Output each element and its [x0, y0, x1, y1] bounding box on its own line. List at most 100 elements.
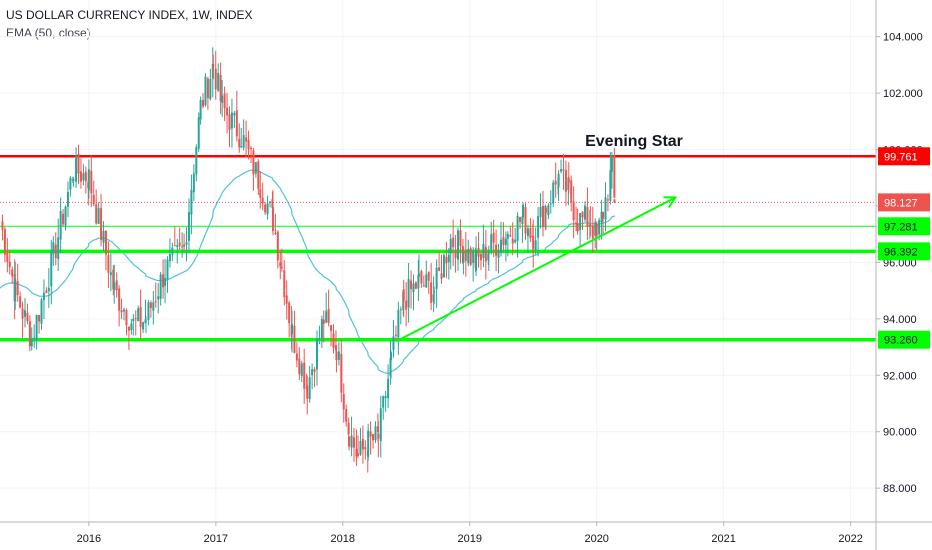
candle-body: [192, 173, 195, 193]
candle-body: [171, 247, 174, 255]
candle-body: [425, 274, 428, 288]
candle-body: [583, 205, 586, 220]
y-tick-label: 96.000: [883, 257, 917, 269]
candle-body: [266, 203, 269, 215]
candle-body: [217, 72, 220, 91]
candle-body: [226, 107, 229, 116]
y-tick-label: 92.000: [883, 370, 917, 382]
candle-body: [168, 253, 171, 261]
candle-body: [54, 244, 57, 259]
candle-body: [47, 287, 50, 292]
candle-body: [506, 233, 509, 239]
candle-body: [427, 272, 430, 281]
candle-body: [90, 170, 93, 194]
candle-body: [532, 235, 535, 249]
candle-body: [524, 206, 527, 234]
price-badge-label: 96.392: [884, 246, 918, 258]
candle-body: [306, 385, 309, 399]
price-badge-label: 97.281: [884, 221, 918, 233]
candle-body: [581, 211, 584, 218]
candle-body: [130, 323, 133, 331]
evening-star-label: Evening Star: [585, 133, 683, 150]
candle-body: [417, 275, 420, 289]
candle-body: [613, 199, 616, 203]
candle-body: [152, 302, 155, 311]
candle-body: [279, 262, 282, 267]
candle-body: [552, 182, 555, 204]
candle-body: [475, 249, 478, 271]
candle-body: [212, 64, 215, 67]
candle-body: [490, 234, 493, 250]
candle-body: [539, 207, 542, 218]
candle-body: [69, 177, 72, 190]
candle-body: [112, 269, 115, 290]
candle-body: [62, 213, 65, 225]
candle-body: [257, 161, 260, 189]
candle-body: [355, 448, 358, 457]
candle-body: [295, 353, 298, 361]
candle-body: [107, 255, 110, 273]
candle-body: [249, 147, 252, 149]
candle-body: [11, 269, 14, 277]
candle-body: [549, 203, 552, 205]
candle-body: [176, 245, 179, 248]
candle-body: [327, 309, 330, 323]
x-tick-label: 2016: [77, 533, 101, 545]
candle-body: [247, 139, 250, 149]
candle-body: [348, 436, 351, 447]
x-tick-label: 2019: [457, 533, 481, 545]
ema-line: [0, 169, 616, 375]
candle-body: [79, 171, 82, 182]
candle-body: [332, 333, 335, 348]
candle-body: [335, 351, 338, 361]
candle-body: [414, 282, 417, 289]
candle-body: [547, 205, 550, 215]
candle-body: [322, 319, 325, 324]
price-badge-label: 93.260: [884, 335, 918, 347]
candle-body: [42, 292, 45, 301]
candle-body: [38, 314, 41, 322]
candle-body: [313, 368, 316, 372]
candle-body: [359, 441, 362, 455]
candle-body: [604, 197, 607, 220]
candle-body: [149, 302, 152, 309]
candle-body: [554, 180, 557, 185]
candle-body: [154, 301, 157, 303]
candle-body: [595, 223, 598, 237]
candle-body: [420, 271, 423, 284]
candle-body: [572, 201, 575, 221]
candle-body: [204, 76, 207, 106]
candle-body: [97, 207, 100, 224]
candle-body: [259, 189, 262, 198]
candle-body: [87, 169, 90, 191]
candle-body: [469, 248, 472, 265]
trendline: [395, 196, 676, 343]
candle-body: [181, 246, 184, 248]
candle-body: [137, 308, 140, 322]
candle-body: [120, 310, 123, 313]
candle-body: [178, 242, 181, 246]
candle-body: [28, 321, 31, 347]
candle-body: [209, 79, 212, 100]
candle-body: [350, 435, 353, 448]
candle-body: [102, 230, 105, 243]
candle-body: [606, 199, 609, 201]
candle-body: [598, 219, 601, 235]
candle-body: [562, 169, 565, 171]
y-tick-label: 94.000: [883, 314, 917, 326]
candle-body: [602, 212, 605, 219]
candle-body: [271, 207, 274, 232]
candle-body: [45, 290, 48, 294]
candle-body: [412, 283, 415, 292]
candle-body: [361, 438, 364, 450]
price-badge: [878, 147, 930, 166]
candle-body: [115, 280, 118, 291]
candle-body: [206, 78, 209, 99]
candle-body: [308, 377, 311, 400]
candle-body: [357, 453, 360, 456]
candle-body: [291, 323, 293, 335]
price-badge-label: 99.761: [884, 151, 918, 163]
trendline-arrow: [663, 196, 678, 209]
candle-body: [195, 147, 198, 175]
